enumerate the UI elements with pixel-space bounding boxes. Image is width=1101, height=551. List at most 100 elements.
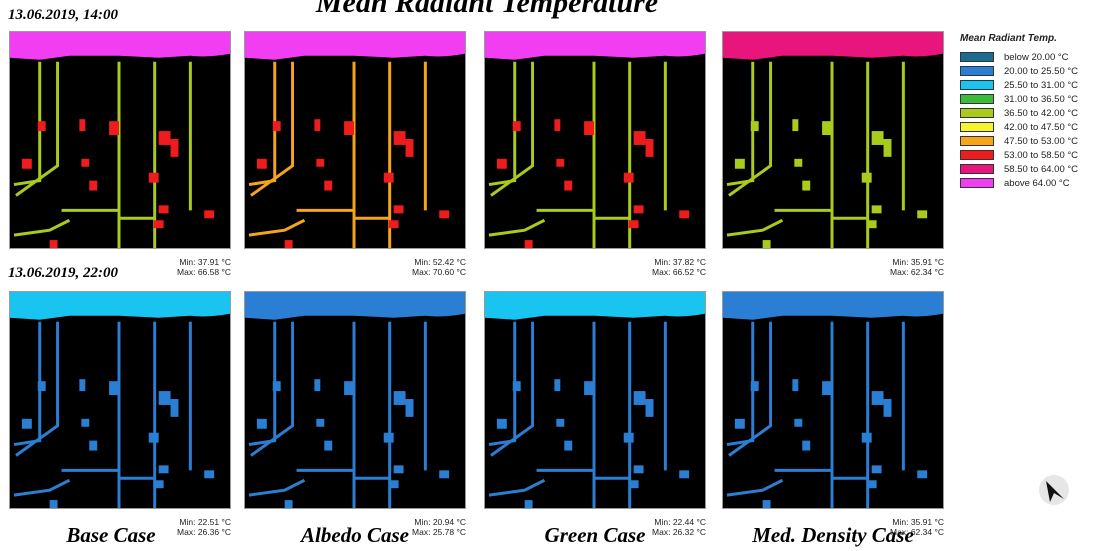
hotspot-block	[81, 418, 90, 427]
legend-item: 58.50 to 64.00 °C	[960, 162, 1096, 176]
min-value: Min: 22.44 °C	[654, 517, 706, 527]
wall-line	[13, 478, 71, 497]
hotspot-block	[383, 432, 394, 443]
heatmap-svg	[723, 32, 943, 248]
hotspot-block	[204, 210, 215, 219]
hotspot-block	[584, 121, 595, 136]
legend-label: 47.50 to 53.00 °C	[1004, 135, 1079, 147]
hotspot-block	[762, 500, 771, 508]
hotspot-block	[633, 205, 644, 214]
legend-item: 53.00 to 58.50 °C	[960, 148, 1096, 162]
wall-line	[250, 61, 295, 197]
minmax-readout: Min: 37.82 °C Max: 66.52 °C	[596, 257, 706, 277]
hotspot-block	[256, 418, 267, 429]
wall-line	[728, 61, 773, 197]
hotspot-block	[79, 379, 86, 392]
hotspot-block	[871, 391, 884, 405]
hotspot-block	[802, 440, 811, 451]
hotspot-block	[633, 465, 644, 474]
min-value: Min: 37.82 °C	[654, 257, 706, 267]
legend-item: below 20.00 °C	[960, 50, 1096, 64]
wall-line	[248, 218, 306, 237]
hotspot-block	[37, 121, 46, 132]
hotspot-block	[153, 220, 164, 229]
hotspot-block	[679, 210, 690, 219]
case-label-base: Base Case	[66, 523, 156, 547]
minmax-readout: Min: 22.44 °C Max: 26.32 °C	[596, 517, 706, 537]
max-value: Max: 66.52 °C	[652, 267, 706, 277]
wall-line	[13, 218, 71, 237]
hotspot-block	[393, 391, 406, 405]
hotspot-block	[79, 119, 86, 132]
hotspot-block	[623, 172, 634, 183]
hotspot-block	[284, 500, 293, 508]
hotspot-block	[750, 381, 759, 392]
wall-line	[250, 321, 295, 457]
legend-swatch	[960, 108, 994, 118]
hotspot-block	[564, 180, 573, 191]
hotspot-block	[324, 180, 333, 191]
row-time-label-afternoon: 13.06.2019, 14:00	[8, 7, 118, 23]
min-value: Min: 52.42 °C	[414, 257, 466, 267]
wall-line	[15, 321, 60, 457]
legend-item: 47.50 to 53.00 °C	[960, 134, 1096, 148]
legend-title: Mean Radiant Temp.	[960, 33, 1057, 44]
hotspot-block	[439, 470, 450, 479]
hotspot-block	[148, 172, 159, 183]
hotspot-block	[794, 158, 803, 167]
hotspot-block	[388, 480, 399, 489]
hotspot-block	[314, 119, 321, 132]
heatmap-panel	[722, 291, 944, 509]
heatmap-panel	[244, 291, 466, 509]
hotspot-block	[564, 440, 573, 451]
hotspot-block	[556, 158, 565, 167]
hotspot-block	[679, 470, 690, 479]
hotspot-block	[645, 399, 654, 417]
max-value: Max: 26.32 °C	[652, 527, 706, 537]
hotspot-block	[109, 381, 120, 396]
hotspot-block	[109, 121, 120, 136]
hotspot-block	[792, 379, 799, 392]
heatmap-panel	[9, 31, 231, 249]
legend-label: 25.50 to 31.00 °C	[1004, 79, 1079, 91]
heatmap-svg	[723, 292, 943, 508]
legend-item: 36.50 to 42.00 °C	[960, 106, 1096, 120]
hotspot-block	[393, 465, 404, 474]
hotspot-block	[153, 480, 164, 489]
legend-item: 20.00 to 25.50 °C	[960, 64, 1096, 78]
heatmap-svg	[485, 292, 705, 508]
hotspot-block	[883, 139, 892, 157]
max-value: Max: 26.36 °C	[177, 527, 231, 537]
heatmap-svg	[10, 292, 230, 508]
hotspot-block	[496, 158, 507, 169]
hotspot-block	[393, 131, 406, 145]
street-band	[245, 292, 465, 320]
row-time-label-night: 13.06.2019, 22:00	[8, 265, 118, 281]
legend-item: above 64.00 °C	[960, 176, 1096, 190]
minmax-readout: Min: 35.91 °C Max: 62.34 °C	[834, 257, 944, 277]
hotspot-block	[734, 158, 745, 169]
heatmap-svg	[485, 32, 705, 248]
hotspot-block	[158, 205, 169, 214]
hotspot-block	[554, 379, 561, 392]
hotspot-block	[89, 440, 98, 451]
legend-item: 42.00 to 47.50 °C	[960, 120, 1096, 134]
wall-line	[726, 61, 755, 187]
hotspot-block	[49, 500, 58, 508]
hotspot-block	[158, 131, 171, 145]
hotspot-block	[405, 139, 414, 157]
hotspot-block	[917, 210, 928, 219]
heatmap-panel	[722, 31, 944, 249]
hotspot-block	[524, 500, 533, 508]
min-value: Min: 37.91 °C	[179, 257, 231, 267]
heatmap-panel	[484, 31, 706, 249]
wall-line	[490, 61, 535, 197]
legend-swatch	[960, 80, 994, 90]
legend-swatch	[960, 150, 994, 160]
legend-label: 20.00 to 25.50 °C	[1004, 65, 1079, 77]
street-band	[723, 292, 943, 320]
case-label-albedo: Albedo Case	[301, 523, 409, 547]
hotspot-block	[794, 418, 803, 427]
wall-line	[726, 321, 755, 447]
hotspot-block	[871, 205, 882, 214]
